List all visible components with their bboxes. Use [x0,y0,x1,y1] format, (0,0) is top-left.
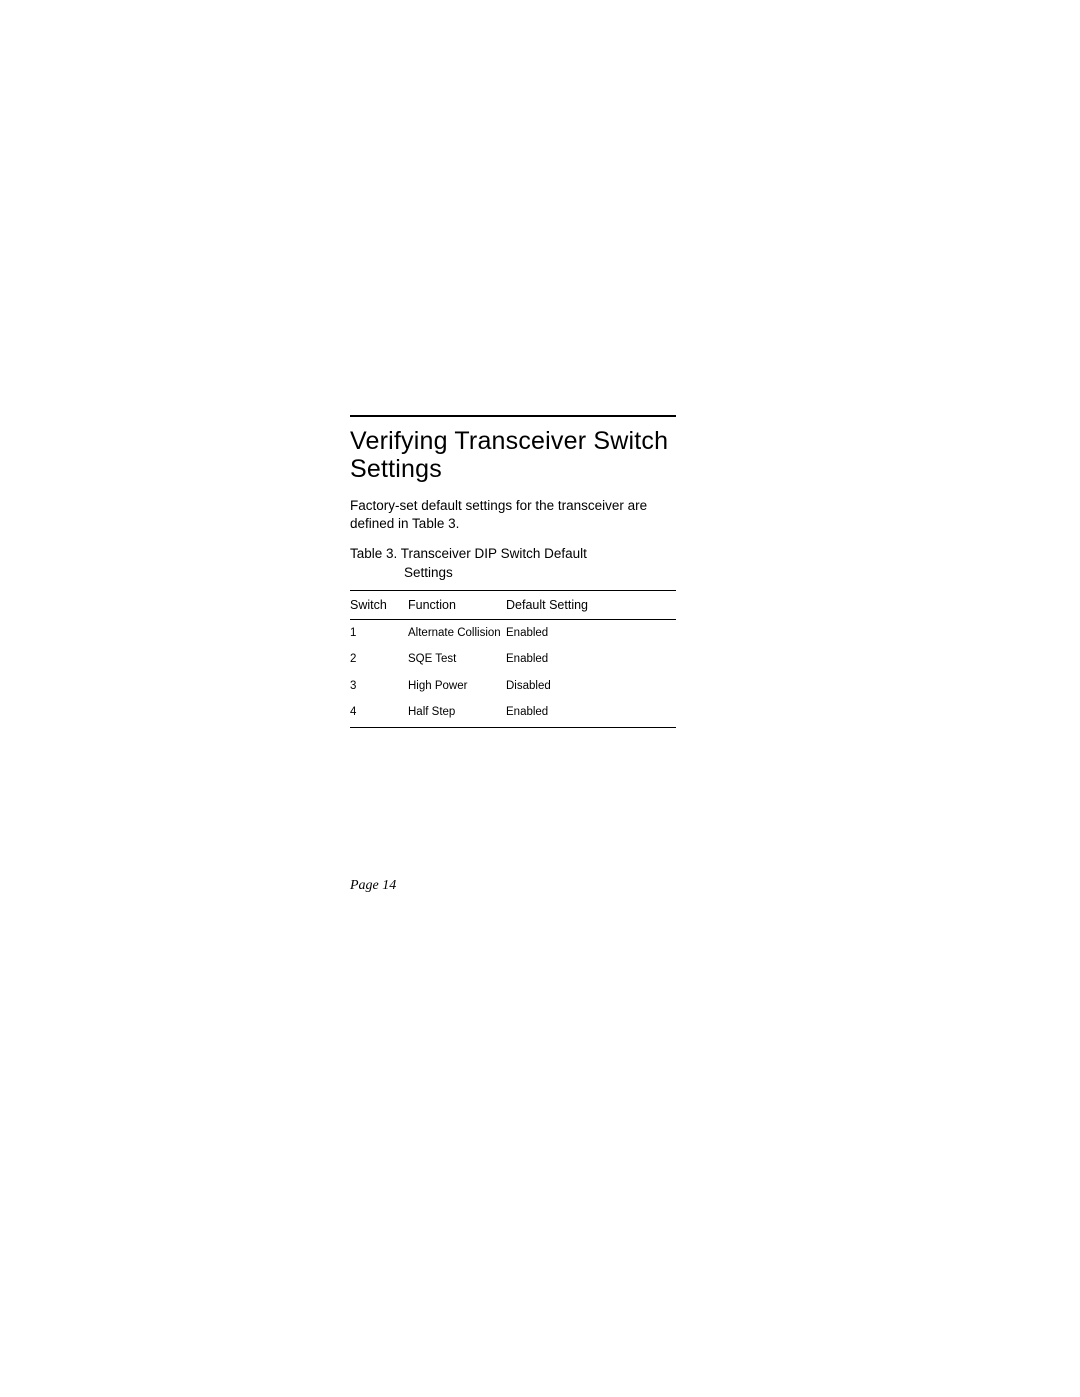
document-page: Verifying Transceiver Switch Settings Fa… [0,0,1080,1397]
cell-switch: 3 [350,673,408,699]
table-header-default: Default Setting [506,590,676,619]
table-caption-line2: Settings [350,564,676,582]
cell-default: Enabled [506,619,676,646]
table-row: 3 High Power Disabled [350,673,676,699]
table-row: 4 Half Step Enabled [350,699,676,728]
cell-function: Alternate Collision [408,619,506,646]
content-block: Verifying Transceiver Switch Settings Fa… [350,415,676,728]
table-caption-line1: Table 3. Transceiver DIP Switch Default [350,546,587,561]
cell-default: Enabled [506,646,676,672]
cell-switch: 4 [350,699,408,728]
cell-default: Disabled [506,673,676,699]
table-header-function: Function [408,590,506,619]
heading-rule [350,415,676,417]
table-header-row: Switch Function Default Setting [350,590,676,619]
page-number: Page 14 [350,878,396,894]
table-row: 2 SQE Test Enabled [350,646,676,672]
dip-switch-table: Switch Function Default Setting 1 Altern… [350,590,676,729]
cell-switch: 2 [350,646,408,672]
cell-function: Half Step [408,699,506,728]
intro-paragraph: Factory-set default settings for the tra… [350,497,676,533]
cell-switch: 1 [350,619,408,646]
cell-default: Enabled [506,699,676,728]
table-caption: Table 3. Transceiver DIP Switch Default … [350,545,676,581]
table-header-switch: Switch [350,590,408,619]
table-row: 1 Alternate Collision Enabled [350,619,676,646]
section-heading: Verifying Transceiver Switch Settings [350,427,676,483]
cell-function: High Power [408,673,506,699]
cell-function: SQE Test [408,646,506,672]
